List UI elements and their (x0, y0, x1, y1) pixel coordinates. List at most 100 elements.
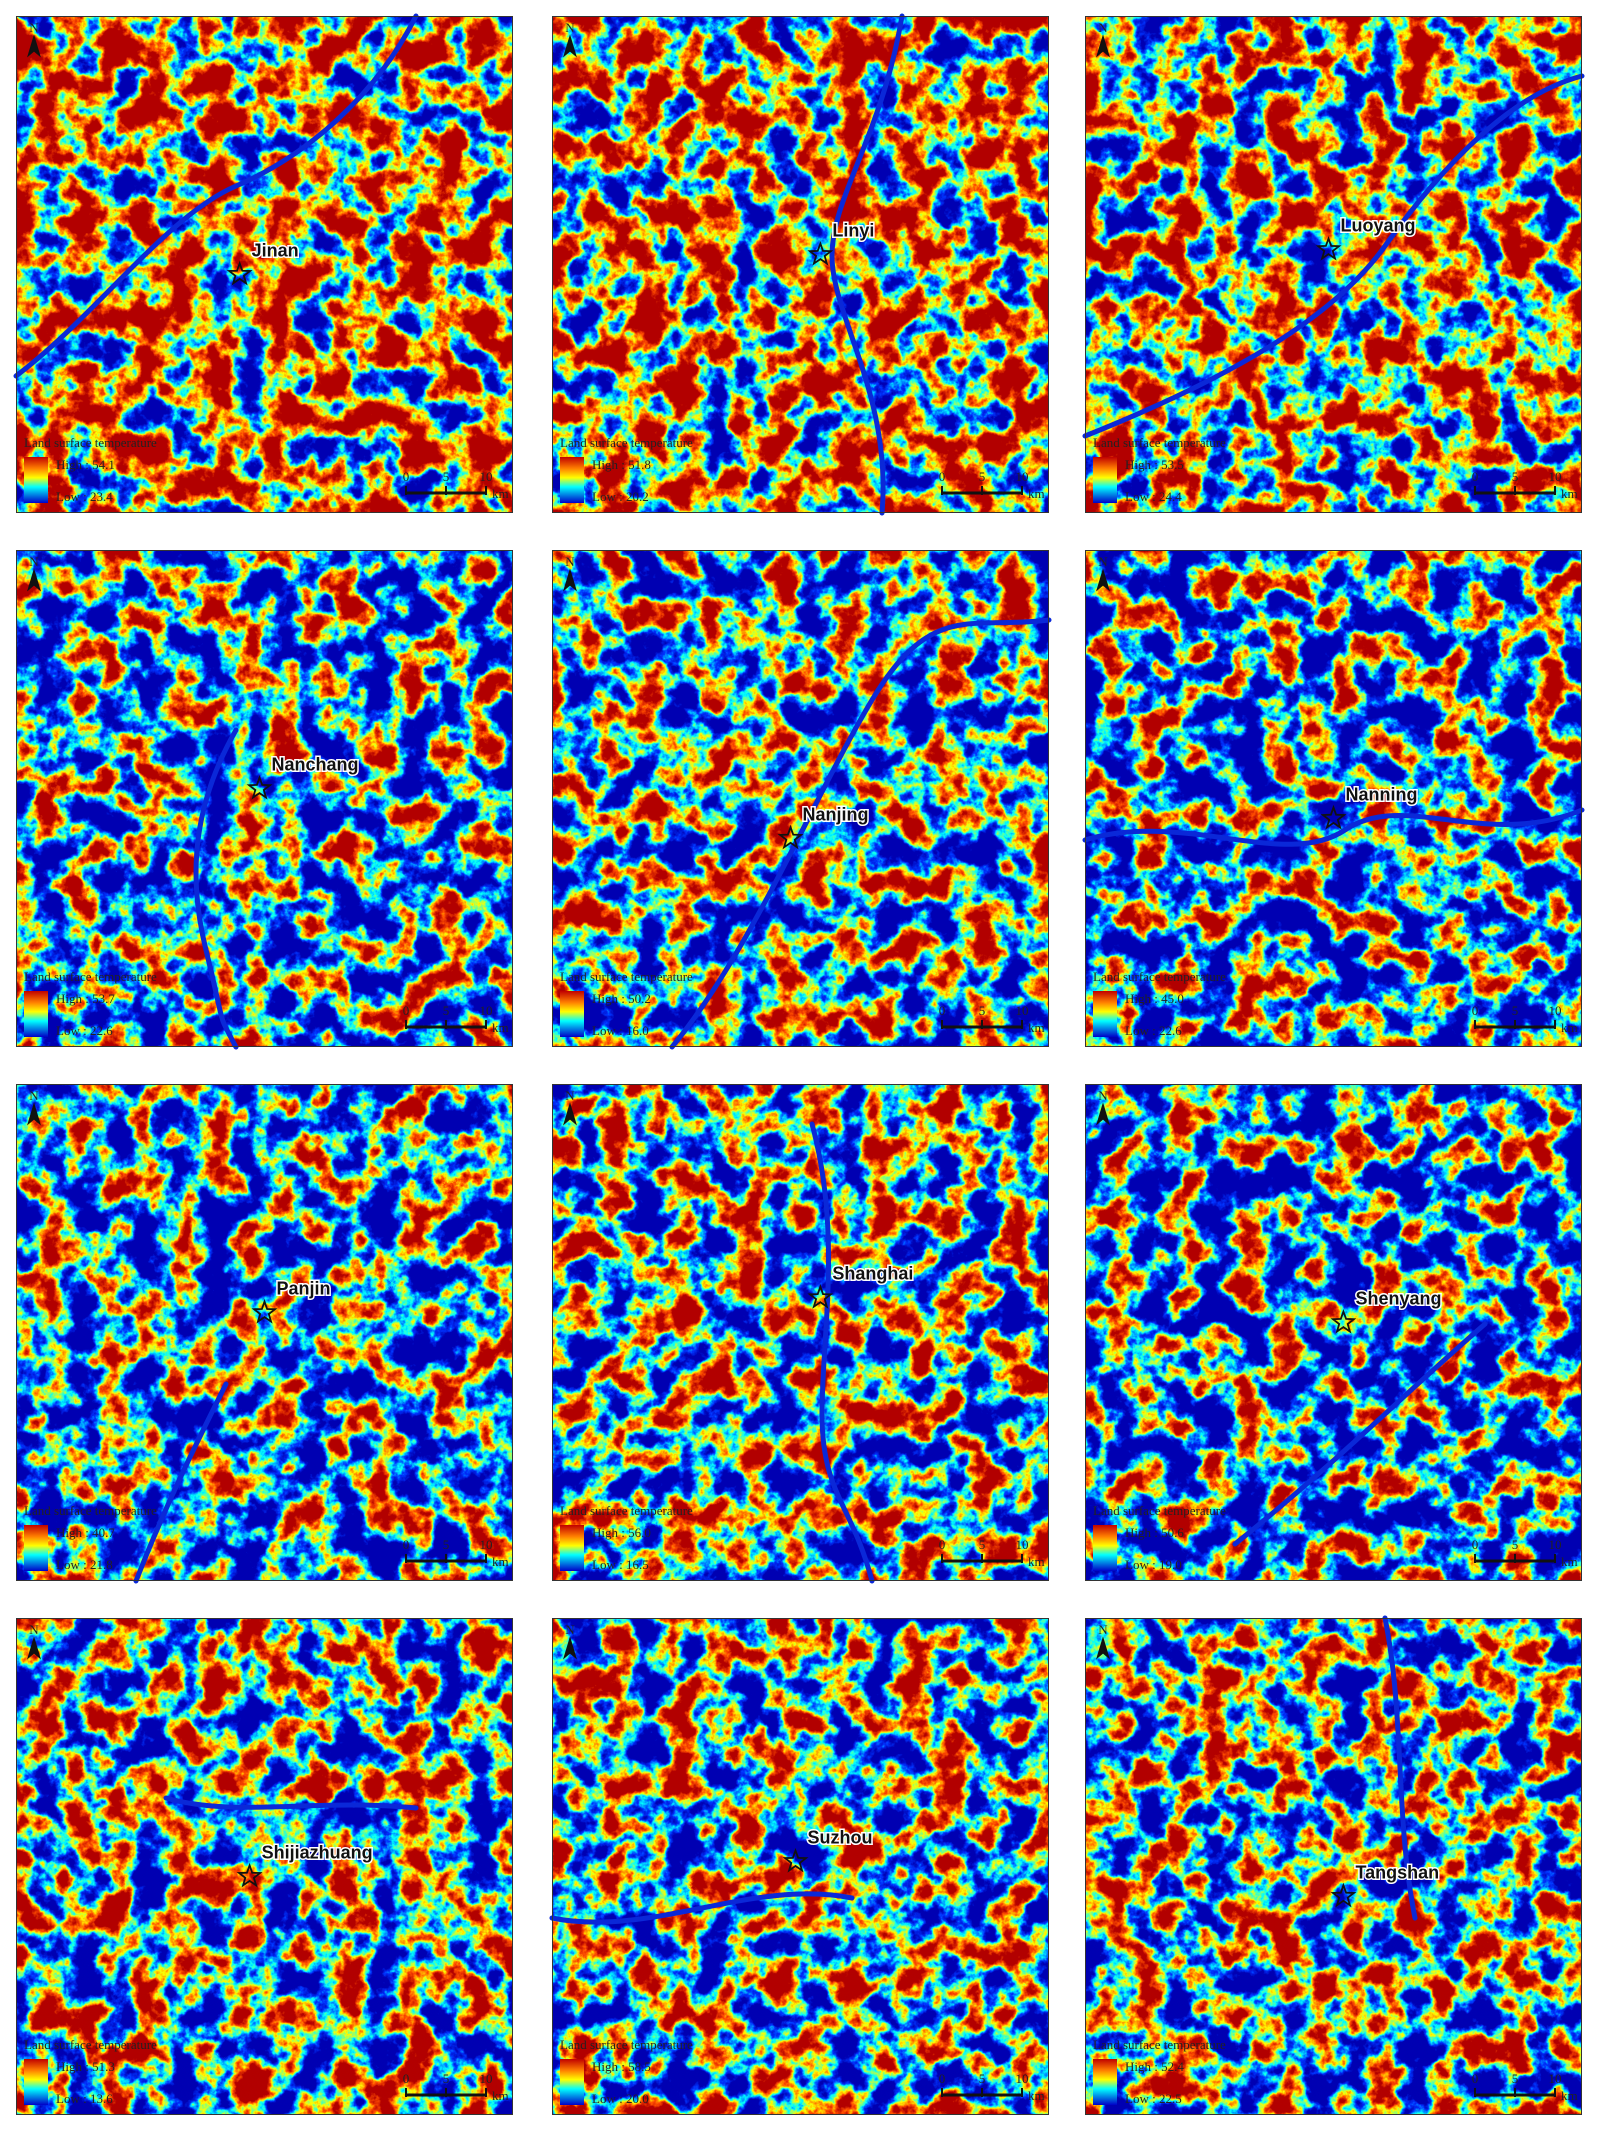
legend-low: Low : 20.2 (592, 489, 649, 504)
city-label: Shenyang (1355, 1289, 1441, 1309)
scale-label: 5 (1512, 469, 1519, 484)
scale-label: 0 (939, 469, 946, 484)
legend-high: High : 51.3 (56, 2059, 115, 2074)
scale-label: 10 (1016, 1003, 1029, 1018)
city-label: Nanjing (803, 804, 869, 824)
legend-high: High : 45.0 (1125, 991, 1184, 1006)
legend-high: High : 40.7 (56, 1525, 115, 1540)
city-label: Shijiazhuang (262, 1842, 373, 1862)
scale-label: 0 (1472, 1003, 1479, 1018)
legend-low: Low : 16.5 (592, 1557, 649, 1572)
north-label: N (29, 554, 39, 569)
scale-label: 5 (443, 1537, 450, 1552)
river (1082, 73, 1585, 439)
panel-frame (1085, 16, 1582, 513)
north-label: N (1098, 1088, 1108, 1103)
scale-label: 10 (1549, 469, 1562, 484)
legend-ramp (560, 991, 584, 1037)
legend-title: Land surface temperature (560, 1503, 693, 1518)
city-label: Suzhou (808, 1828, 873, 1848)
scale-unit: km (492, 1554, 509, 1569)
north-arrow (1096, 1102, 1110, 1126)
river (193, 727, 239, 1050)
legend-title: Land surface temperature (560, 435, 693, 450)
scale-label: 5 (979, 2071, 986, 2086)
legend-title: Land surface temperature (560, 2037, 693, 2052)
legend-ramp (1093, 1525, 1117, 1571)
river (829, 13, 905, 516)
legend-low: Low : 13.6 (56, 2091, 113, 2106)
north-arrow (27, 568, 41, 592)
panel-frame (16, 1618, 513, 2115)
city-label: Linyi (832, 221, 874, 241)
north-arrow (1096, 1636, 1110, 1660)
legend-high: High : 53.7 (56, 991, 115, 1006)
legend-ramp (24, 2059, 48, 2105)
scale-unit: km (1561, 1020, 1578, 1035)
lst-raster (0, 0, 497, 497)
legend-title: Land surface temperature (560, 969, 693, 984)
legend-ramp (24, 1525, 48, 1571)
legend-high: High : 56.0 (592, 1525, 651, 1540)
legend-low: Low : 22.6 (1125, 1023, 1182, 1038)
scale-unit: km (492, 1020, 509, 1035)
legend-ramp (24, 991, 48, 1037)
legend-low: Low : 24.4 (1125, 489, 1182, 504)
legend-title: Land surface temperature (24, 1503, 157, 1518)
city-marker (246, 774, 273, 800)
river (1382, 1615, 1418, 1921)
scale-unit: km (1561, 1554, 1578, 1569)
scale-label: 10 (480, 2071, 493, 2086)
north-arrow (563, 1102, 577, 1126)
legend-ramp (560, 1525, 584, 1571)
scale-label: 5 (1512, 1537, 1519, 1552)
scale-label: 5 (1512, 1003, 1519, 1018)
legend-high: High : 50.6 (1125, 1525, 1184, 1540)
scale-unit: km (1028, 2088, 1045, 2103)
scale-label: 0 (1472, 1537, 1479, 1552)
scale-label: 10 (1549, 2071, 1562, 2086)
north-label: N (29, 1622, 39, 1637)
legend-ramp (560, 457, 584, 503)
legend-high: High : 58.5 (592, 2059, 651, 2074)
scale-label: 5 (979, 469, 986, 484)
scale-label: 10 (1016, 2071, 1029, 2086)
scale-label: 0 (939, 1003, 946, 1018)
scale-label: 10 (480, 1003, 493, 1018)
panel-frame (552, 1084, 1049, 1581)
legend-title: Land surface temperature (24, 2037, 157, 2052)
city-marker (1315, 235, 1342, 261)
scale-unit: km (1028, 486, 1045, 501)
river (549, 1891, 855, 1925)
scale-label: 10 (1549, 1537, 1562, 1552)
panel-frame (1085, 1084, 1582, 1581)
legend-low: Low : 19.0 (1125, 1557, 1182, 1572)
north-label: N (565, 554, 575, 569)
city-label: Panjin (277, 1279, 331, 1299)
legend-title: Land surface temperature (1093, 969, 1226, 984)
river (133, 1381, 229, 1584)
legend-low: Low : 16.0 (592, 1023, 649, 1038)
scale-label: 10 (480, 1537, 493, 1552)
scale-label: 0 (1472, 2071, 1479, 2086)
city-marker (807, 240, 834, 266)
north-arrow (1096, 568, 1110, 592)
city-label: Luoyang (1341, 216, 1416, 236)
scale-label: 0 (1472, 469, 1479, 484)
river (1082, 807, 1585, 847)
scale-unit: km (1561, 2088, 1578, 2103)
scale-unit: km (492, 2088, 509, 2103)
scale-label: 10 (1016, 1537, 1029, 1552)
legend-title: Land surface temperature (1093, 435, 1226, 450)
legend-high: High : 51.8 (592, 457, 651, 472)
legend-low: Low : 22.6 (56, 1023, 113, 1038)
scale-label: 0 (939, 2071, 946, 2086)
north-label: N (565, 20, 575, 35)
city-marker (777, 824, 804, 850)
north-arrow (563, 34, 577, 58)
legend-high: High : 52.4 (1125, 2059, 1184, 2074)
city-label: Shanghai (832, 1264, 913, 1284)
scale-label: 10 (1549, 1003, 1562, 1018)
scale-label: 5 (443, 2071, 450, 2086)
scale-label: 5 (979, 1537, 986, 1552)
